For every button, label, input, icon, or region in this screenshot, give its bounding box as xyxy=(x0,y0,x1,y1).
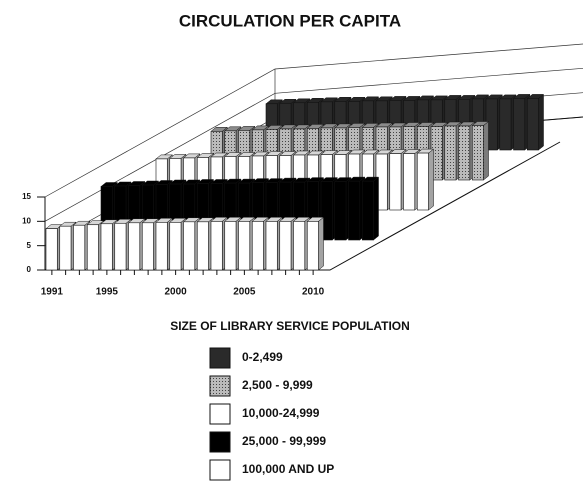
bar xyxy=(403,153,416,211)
bar xyxy=(155,222,168,271)
x-tick-label: 2000 xyxy=(165,287,188,298)
legend-swatch xyxy=(209,403,231,425)
bar-side xyxy=(318,216,324,271)
legend-swatch xyxy=(209,375,231,397)
bar xyxy=(306,221,319,271)
bar xyxy=(416,152,429,211)
bar xyxy=(389,153,402,211)
bar xyxy=(513,98,526,151)
y-tick-label: 5 xyxy=(27,241,32,250)
x-tick-label: 2010 xyxy=(302,287,325,298)
y-tick-label: 15 xyxy=(22,192,31,201)
chart-title: CIRCULATION PER CAPITA xyxy=(179,11,401,30)
bar xyxy=(196,221,209,271)
legend-label: 100,000 AND UP xyxy=(242,462,334,476)
bar xyxy=(59,225,72,271)
bar xyxy=(141,222,154,271)
legend-label: 25,000 - 99,999 xyxy=(242,434,326,448)
legend-swatch xyxy=(209,459,231,481)
bar xyxy=(114,222,127,271)
legend-swatch xyxy=(209,347,231,369)
bar xyxy=(499,98,512,151)
bar xyxy=(361,180,374,241)
legend-label: 10,000-24,999 xyxy=(242,406,320,420)
bar xyxy=(265,221,278,271)
bar xyxy=(334,181,347,241)
bar-side xyxy=(538,93,544,151)
bar xyxy=(86,224,99,271)
bar xyxy=(128,222,141,271)
bar xyxy=(348,180,361,241)
bar xyxy=(183,221,196,271)
bar xyxy=(444,125,457,181)
bar xyxy=(100,223,113,271)
bar xyxy=(471,125,484,181)
bar xyxy=(458,125,471,181)
bar xyxy=(526,98,539,151)
bar-side xyxy=(373,176,379,241)
bar xyxy=(169,222,182,271)
y-tick-label: 10 xyxy=(22,216,31,225)
bar-side xyxy=(483,120,489,181)
bar xyxy=(45,228,58,271)
legend-title: SIZE OF LIBRARY SERVICE POPULATION xyxy=(170,319,410,333)
bar xyxy=(73,224,86,271)
bar xyxy=(224,221,237,271)
legend-label: 2,500 - 9,999 xyxy=(242,378,313,392)
bar xyxy=(238,221,251,271)
bar xyxy=(320,181,333,241)
x-tick-label: 1995 xyxy=(96,287,119,298)
legend-swatch xyxy=(209,431,231,453)
bar xyxy=(210,221,223,271)
x-tick-label: 1991 xyxy=(41,287,64,298)
bar-side xyxy=(428,148,434,211)
x-tick-label: 2005 xyxy=(233,287,256,298)
bar xyxy=(251,221,264,271)
legend-label: 0-2,499 xyxy=(242,350,283,364)
bar xyxy=(279,221,292,271)
bar xyxy=(293,221,306,271)
y-tick-label: 0 xyxy=(27,265,32,274)
